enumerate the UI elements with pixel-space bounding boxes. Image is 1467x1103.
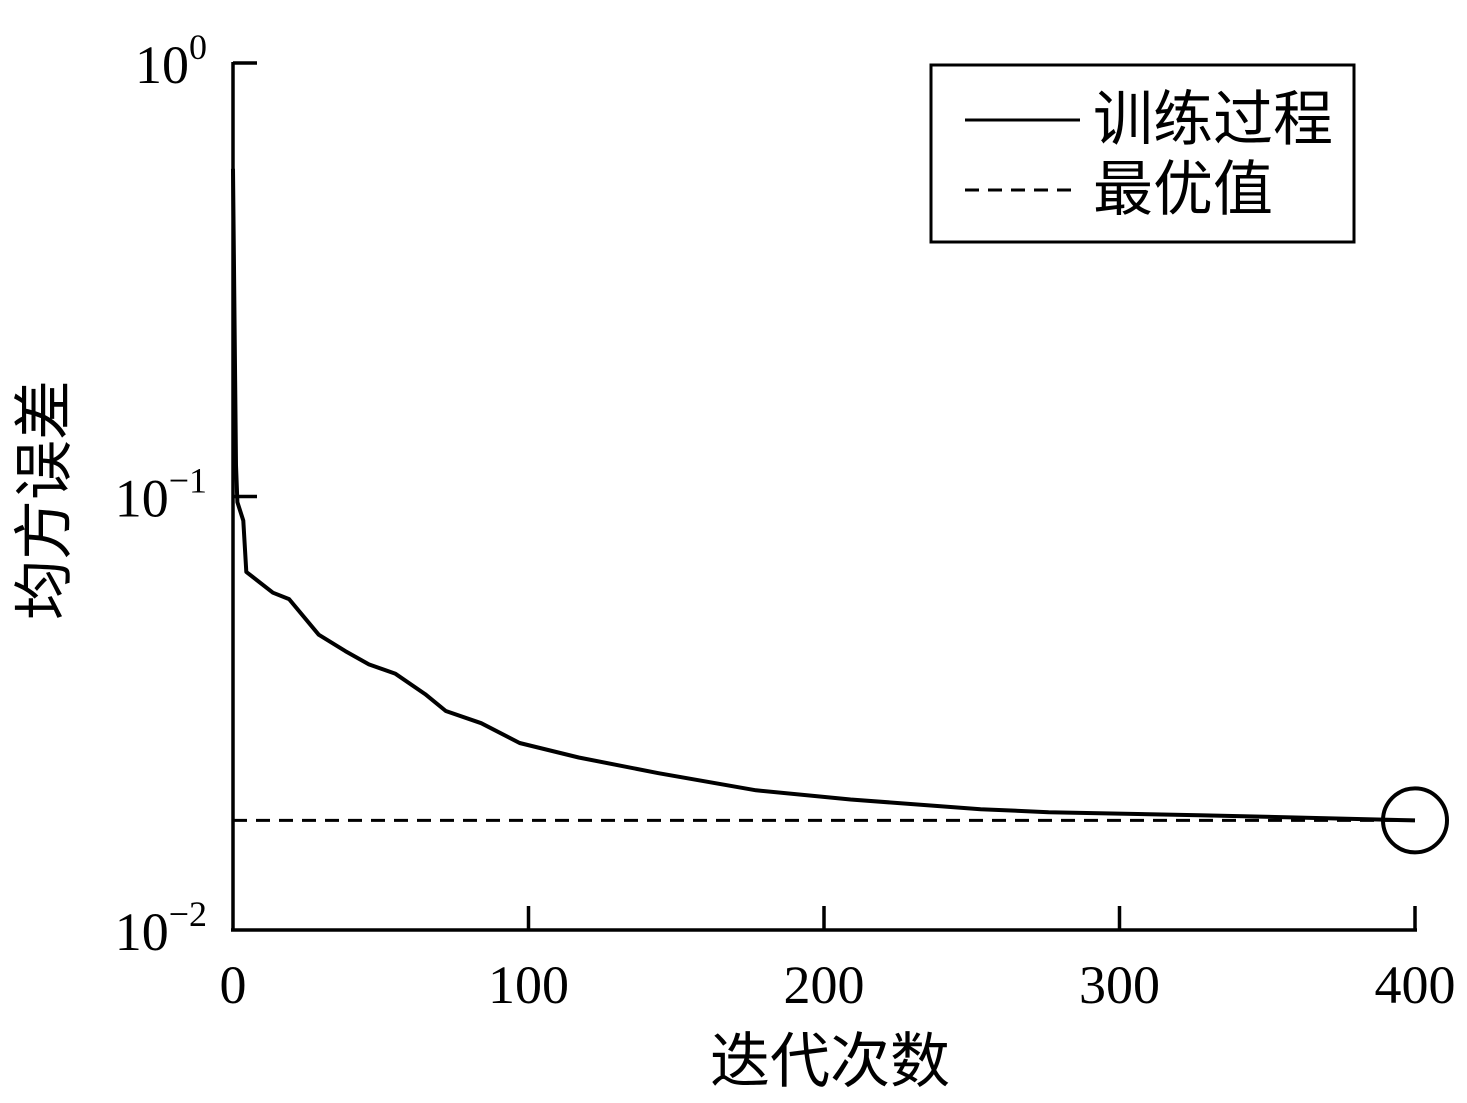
x-tick-label-3: 300 (1079, 955, 1160, 1015)
x-tick-label-2: 200 (784, 955, 865, 1015)
plot-area (231, 168, 1449, 855)
y-tick-label-2: 100 (135, 27, 207, 95)
legend-box (929, 63, 1356, 244)
legend: 训练过程 最优值 (929, 63, 1356, 244)
highlight-point-circle (1381, 786, 1449, 855)
y-tick-label-base-0: 10 (115, 902, 169, 962)
x-axis-label: 迭代次数 (710, 1029, 950, 1095)
y-tick-label-exponent-2: 0 (189, 27, 207, 67)
y-tick-label-exponent-0: −2 (169, 894, 207, 934)
x-tick-label-1: 100 (488, 955, 569, 1015)
series-line-0 (231, 168, 1416, 823)
y-tick-label-exponent-1: −1 (169, 461, 207, 501)
legend-label-training: 训练过程 (1093, 87, 1333, 153)
legend-label-optimal: 最优值 (1093, 157, 1273, 223)
y-tick-label-1: 10−1 (115, 461, 207, 529)
y-tick-label-base-1: 10 (115, 469, 169, 529)
x-tick-label-4: 400 (1375, 955, 1456, 1015)
x-tick-label-0: 0 (220, 955, 247, 1015)
y-tick-label-base-2: 10 (135, 35, 189, 95)
y-tick-label-0: 10−2 (115, 894, 207, 962)
x-axis-ticks: 0 100 200 300 400 (220, 906, 1456, 1015)
y-axis-label: 均方误差 (12, 380, 78, 620)
